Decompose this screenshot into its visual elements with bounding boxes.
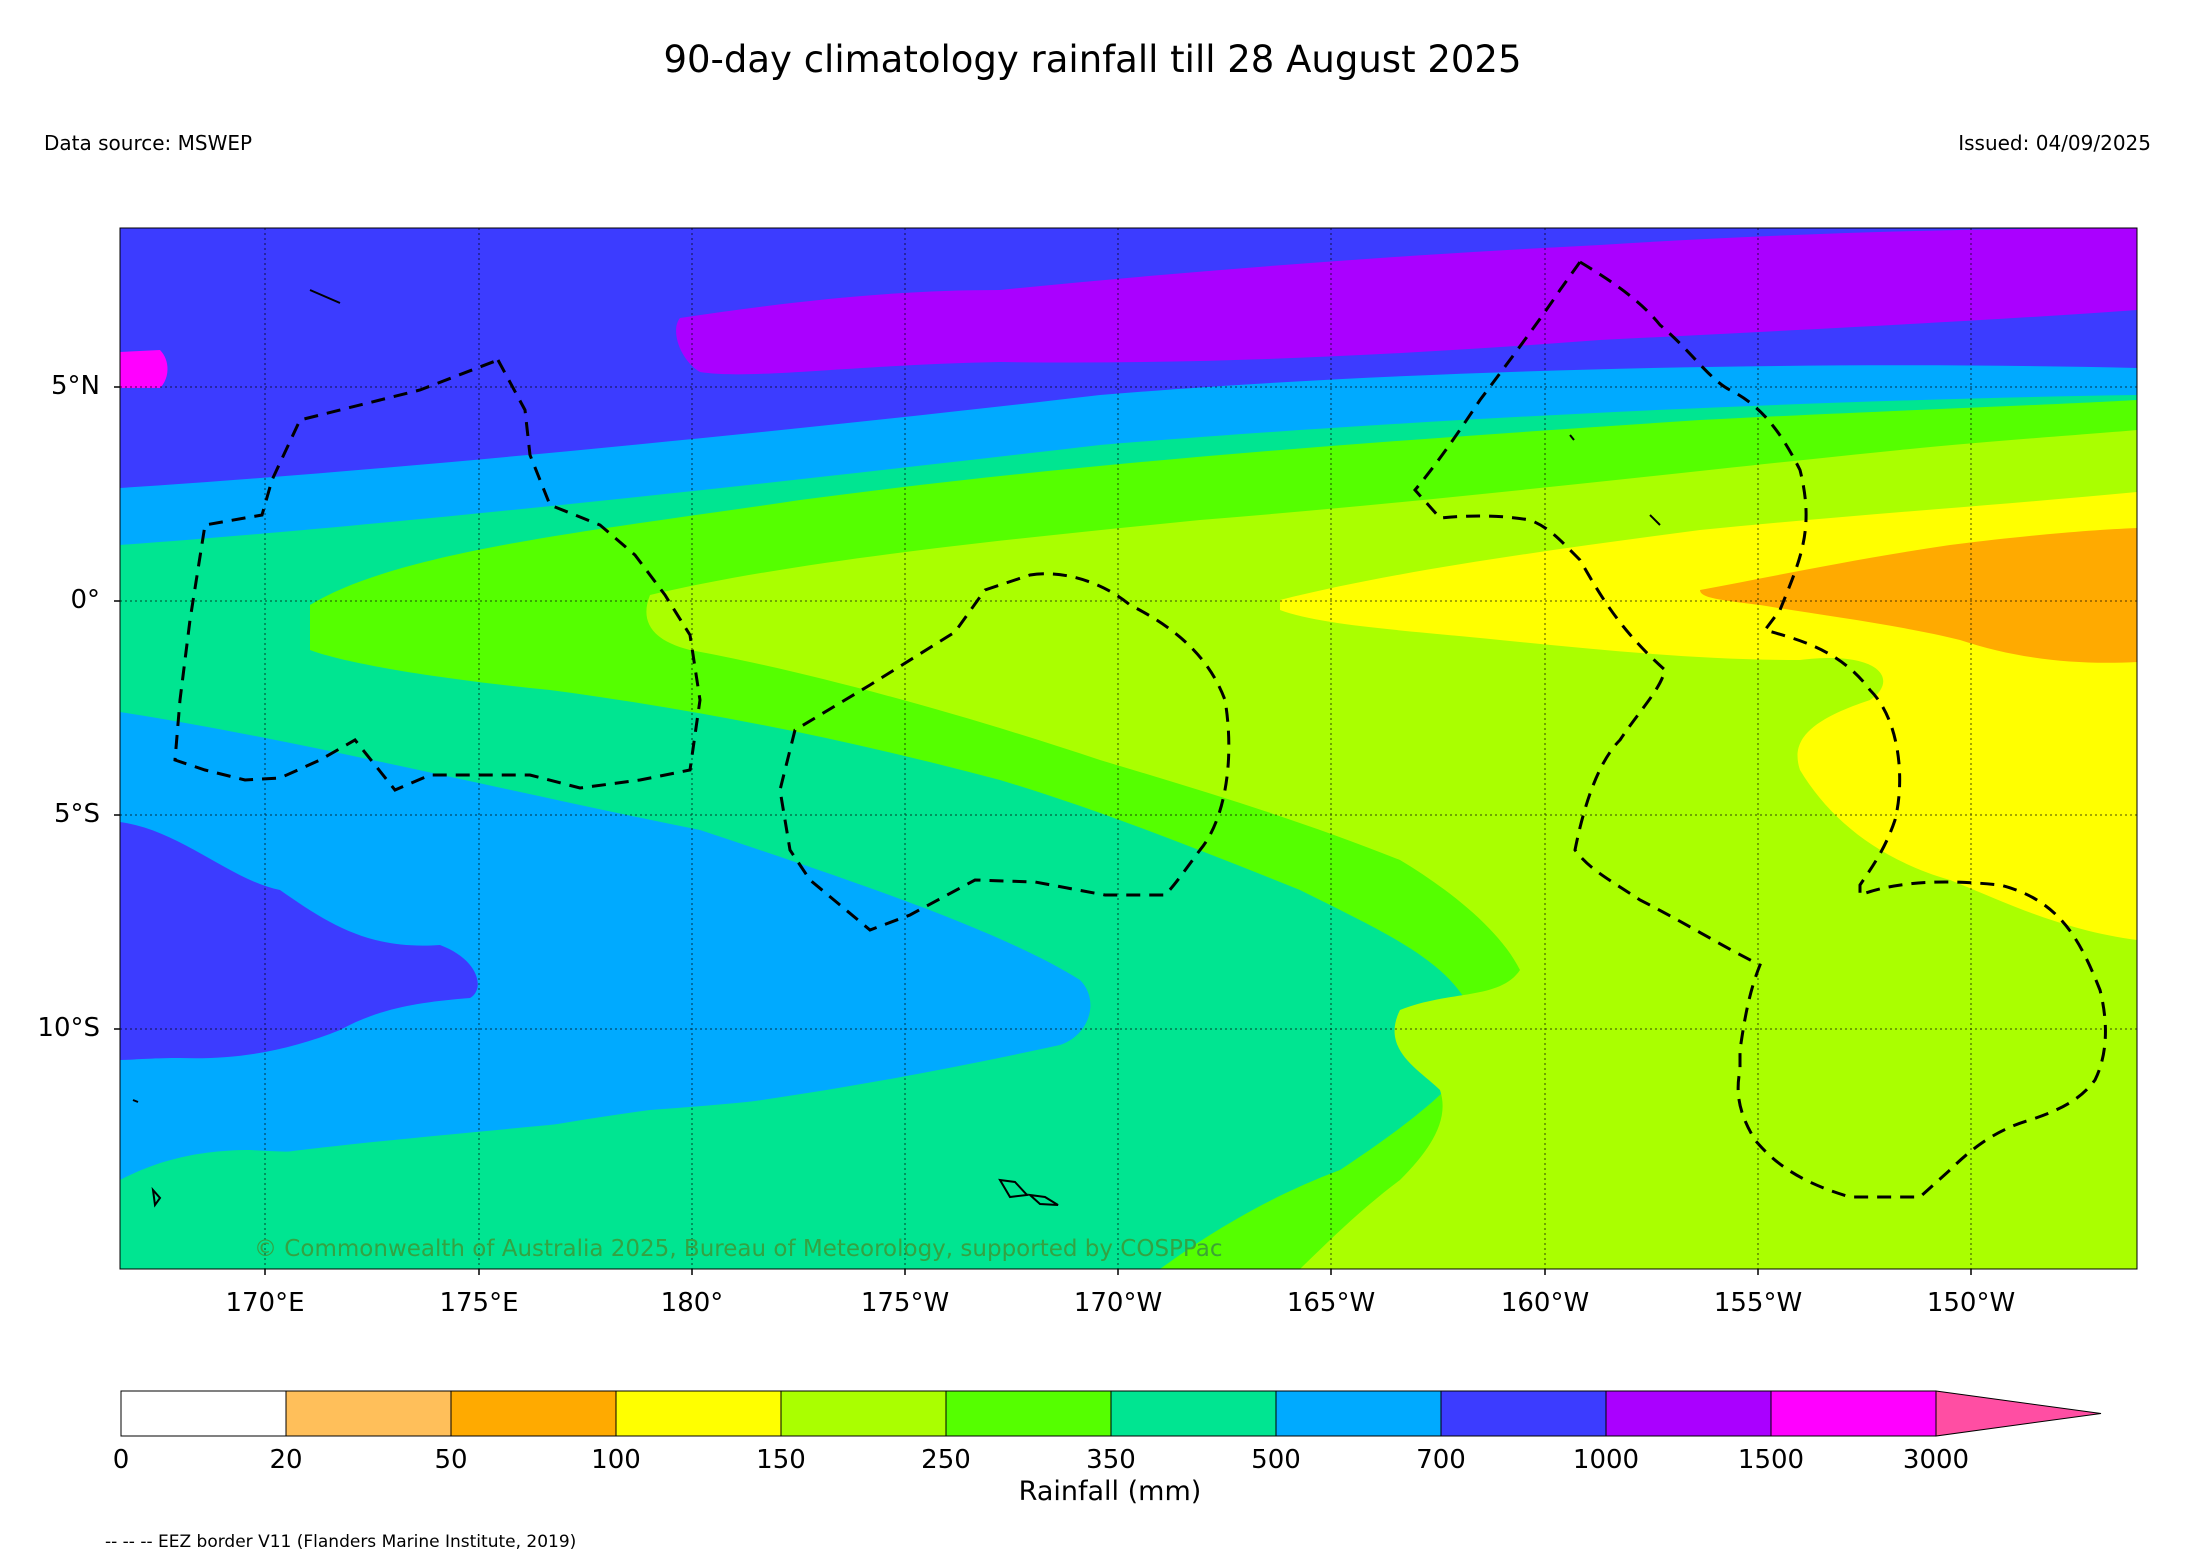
colorbar-tick-100: 100 — [591, 1445, 641, 1475]
island-small-2 — [1649, 514, 1661, 526]
island-small-3 — [1569, 434, 1575, 441]
colorbar-segment-1500 — [1770, 1390, 1937, 1437]
island-small-5 — [151, 1186, 162, 1208]
colorbar-segment-0 — [120, 1390, 287, 1437]
data-source-label: Data source: MSWEP — [44, 131, 253, 155]
copyright-text: © Commonwealth of Australia 2025, Bureau… — [254, 1236, 1223, 1262]
eez-border-tuvalu — [173, 358, 702, 792]
rain-band-500-700-south — [120, 712, 1091, 1180]
map-frame — [119, 227, 2138, 1270]
colorbar-tick-500: 500 — [1251, 1445, 1301, 1475]
rain-band-700-1000-south — [120, 822, 478, 1060]
rain-band-1500-3000 — [120, 350, 168, 388]
colorbar-tick-250: 250 — [921, 1445, 971, 1475]
colorbar-tick-350: 350 — [1086, 1445, 1136, 1475]
colorbar-tick-700: 700 — [1416, 1445, 1466, 1475]
lon-label-170e: 170°E — [225, 1288, 305, 1318]
colorbar-tick-20: 20 — [269, 1445, 303, 1475]
lon-label-180: 180° — [660, 1288, 724, 1318]
lon-label-165w: 165°W — [1286, 1288, 1376, 1318]
island-small-4 — [309, 289, 341, 304]
island-small-1 — [132, 1099, 139, 1103]
eez-borders — [173, 260, 2107, 1199]
lat-label-0: 0° — [70, 585, 100, 615]
eez-border-tokelau — [778, 572, 1231, 932]
colorbar-segment-700 — [1440, 1390, 1607, 1437]
rain-band-1000-1500 — [676, 228, 2137, 375]
axis-ticks — [114, 386, 1972, 1275]
colorbar-tick-150: 150 — [756, 1445, 806, 1475]
colorbar-segment-350 — [1110, 1390, 1277, 1437]
colorbar-tick-1500: 1500 — [1737, 1445, 1805, 1475]
lon-label-175w: 175°W — [860, 1288, 950, 1318]
island-samoa-2 — [1026, 1193, 1059, 1206]
colorbar-tick-0: 0 — [112, 1445, 130, 1475]
lon-label-175e: 175°E — [439, 1288, 519, 1318]
colorbar-segment-150 — [780, 1390, 947, 1437]
colorbar-segment-250 — [945, 1390, 1112, 1437]
colorbar-tick-3000: 3000 — [1902, 1445, 1970, 1475]
island-samoa-1 — [998, 1178, 1030, 1199]
lat-label-10s: 10°S — [37, 1013, 100, 1043]
colorbar-tick-1000: 1000 — [1572, 1445, 1640, 1475]
colorbar-title: Rainfall (mm) — [1018, 1476, 1202, 1507]
rain-band-50-100 — [1700, 528, 2137, 663]
colorbar-extend-arrow — [1935, 1390, 2102, 1437]
colorbar-segment-20 — [285, 1390, 452, 1437]
lon-label-170w: 170°W — [1073, 1288, 1163, 1318]
colorbar-segment-1000 — [1605, 1390, 1772, 1437]
rain-band-350-500-south — [120, 1045, 1160, 1269]
lat-label-5s: 5°S — [53, 799, 100, 829]
island-outlines — [132, 289, 1661, 1208]
colorbar-segment-100 — [615, 1390, 782, 1437]
lat-label-5n: 5°N — [51, 371, 100, 401]
colorbar-segment-50 — [450, 1390, 617, 1437]
rainfall-map — [120, 228, 2137, 1269]
issued-date-label: Issued: 04/09/2025 — [1958, 131, 2151, 155]
lon-label-155w: 155°W — [1713, 1288, 1803, 1318]
colorbar-segment-500 — [1275, 1390, 1442, 1437]
map-title: 90-day climatology rainfall till 28 Augu… — [663, 38, 1522, 81]
lon-label-150w: 150°W — [1926, 1288, 2016, 1318]
lon-label-160w: 160°W — [1500, 1288, 1590, 1318]
colorbar-tick-50: 50 — [434, 1445, 468, 1475]
eez-legend-footnote: -- -- -- EEZ border V11 (Flanders Marine… — [105, 1532, 577, 1552]
colorbar — [120, 1390, 2102, 1437]
